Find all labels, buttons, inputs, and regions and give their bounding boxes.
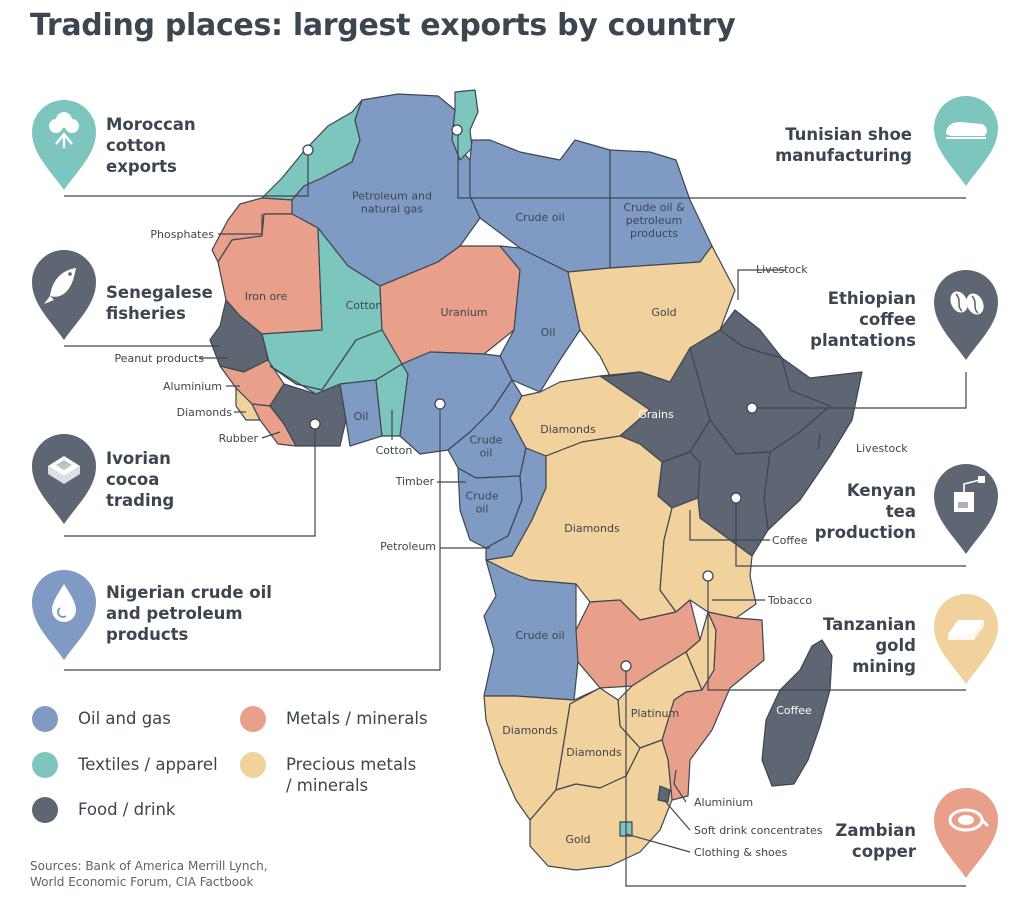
label-iron-ore: Iron ore	[245, 290, 288, 303]
coffee-beans-icon	[934, 270, 998, 360]
label-peanut: Peanut products	[114, 352, 204, 365]
label-gold-sudan: Gold	[651, 306, 676, 319]
label-grains: Grains	[638, 408, 674, 421]
label-diamonds-car: Diamonds	[540, 423, 596, 436]
label-crude-oil-gabon: Crude oil	[466, 490, 499, 516]
callout-tanzanian: Tanzanian gold mining	[772, 614, 916, 677]
label-gold-sa: Gold	[565, 833, 590, 846]
callout-zambian-text: Zambian copper	[835, 821, 916, 861]
connector-ivory	[64, 424, 316, 537]
region-cote-divoire	[269, 383, 347, 447]
region-ghana	[339, 379, 383, 447]
callout-tunisian: Tunisian shoe manufacturing	[752, 124, 912, 166]
label-crude-oil-libya: Crude oil	[515, 211, 564, 224]
label-oil-ghana: Oil	[354, 410, 369, 423]
label-diamonds-drc: Diamonds	[564, 522, 620, 535]
label-tobacco: Tobacco	[767, 594, 812, 607]
label-soft-drink: Soft drink concentrates	[694, 824, 823, 837]
legend-label-oil: Oil and gas	[78, 709, 171, 728]
legend-swatch-oil	[32, 706, 58, 732]
callout-ethiopian-text: Ethiopian coffee plantations	[810, 289, 916, 350]
label-cotton-benin: Cotton	[376, 444, 413, 457]
legend-label-food: Food / drink	[78, 800, 176, 819]
label-petroleum-gas: Petroleum and natural gas	[352, 190, 432, 216]
label-coffee-madagascar: Coffee	[776, 704, 812, 717]
tea-bag-icon	[934, 464, 998, 554]
label-aluminium-moz: Aluminium	[694, 796, 753, 809]
label-crude-oil-angola: Crude oil	[515, 629, 564, 642]
legend-swatch-food	[32, 797, 58, 823]
region-tanzania	[659, 497, 757, 619]
callout-tanzanian-text: Tanzanian gold mining	[822, 615, 916, 676]
label-crude-oil-cameroon: Crude oil	[470, 434, 503, 460]
connector-kenya	[735, 498, 966, 567]
label-livestock-eritrea: Livestock	[756, 263, 808, 276]
label-oil-chad: Oil	[541, 326, 556, 339]
connector-zambia	[625, 666, 966, 887]
label-clothing: Clothing & shoes	[694, 846, 788, 859]
sources-note: Sources: Bank of America Merrill Lynch, …	[30, 859, 268, 889]
label-diamonds-sl: Diamonds	[177, 406, 233, 419]
callout-nigerian: Nigerian crude oil and petroleum product…	[106, 582, 306, 645]
callout-moroccan: Moroccan cotton exports	[106, 114, 226, 177]
connector-tanzania	[707, 576, 966, 691]
label-diamonds-namibia: Diamonds	[502, 724, 558, 737]
label-phosphates: Phosphates	[150, 228, 214, 241]
callout-kenyan-text: Kenyan tea production	[814, 481, 916, 542]
legend-swatch-precious	[240, 752, 266, 778]
callout-ivorian-text: Ivorian cocoa trading	[106, 449, 175, 510]
gold-bar-icon	[934, 594, 998, 684]
region-angola	[483, 559, 591, 701]
label-cotton-mali: Cotton	[346, 299, 383, 312]
legend-label-precious: Precious metals / minerals	[286, 755, 417, 795]
callout-moroccan-text: Moroccan cotton exports	[106, 115, 196, 176]
label-platinum: Platinum	[631, 707, 679, 720]
label-coffee-uganda: Coffee	[772, 534, 808, 547]
label-timber: Timber	[395, 475, 435, 488]
cocoa-block-icon	[32, 434, 96, 524]
oil-drop-icon	[32, 570, 96, 660]
page-title: Trading places: largest exports by count…	[30, 8, 736, 43]
label-rubber: Rubber	[219, 432, 259, 445]
legend-label-textiles: Textiles / apparel	[78, 755, 218, 774]
connector-nigeria	[64, 404, 441, 671]
legend-swatch-textiles	[32, 752, 58, 778]
label-diamonds-botswana: Diamonds	[566, 746, 622, 759]
connector-ethiopia	[752, 372, 967, 409]
legend-label-metals: Metals / minerals	[286, 709, 428, 728]
callout-zambian: Zambian copper	[772, 820, 916, 862]
fish-icon	[32, 250, 96, 340]
copper-coil-icon	[934, 788, 998, 878]
callout-nigerian-text: Nigerian crude oil and petroleum product…	[106, 583, 272, 644]
region-eswatini	[657, 785, 671, 803]
callout-tunisian-text: Tunisian shoe manufacturing	[775, 125, 912, 165]
callout-kenyan: Kenyan tea production	[772, 480, 916, 543]
label-petroleum: Petroleum	[380, 540, 436, 553]
callout-ethiopian: Ethiopian coffee plantations	[772, 288, 916, 351]
callout-senegalese: Senegalese fisheries	[106, 282, 246, 324]
connector-morocco	[64, 150, 309, 197]
label-aluminium-guinea: Aluminium	[163, 380, 222, 393]
connector-tunisia	[457, 130, 966, 199]
cotton-plant-icon	[32, 100, 96, 190]
label-egypt: Crude oil & petroleum products	[623, 201, 685, 240]
label-uranium: Uranium	[440, 306, 487, 319]
callout-ivorian: Ivorian cocoa trading	[106, 448, 226, 511]
region-kenya	[689, 419, 771, 557]
legend-swatch-metals	[240, 706, 266, 732]
callout-senegalese-text: Senegalese fisheries	[106, 283, 213, 323]
label-livestock-somalia: Livestock	[856, 442, 908, 455]
shoe-icon	[934, 96, 998, 186]
